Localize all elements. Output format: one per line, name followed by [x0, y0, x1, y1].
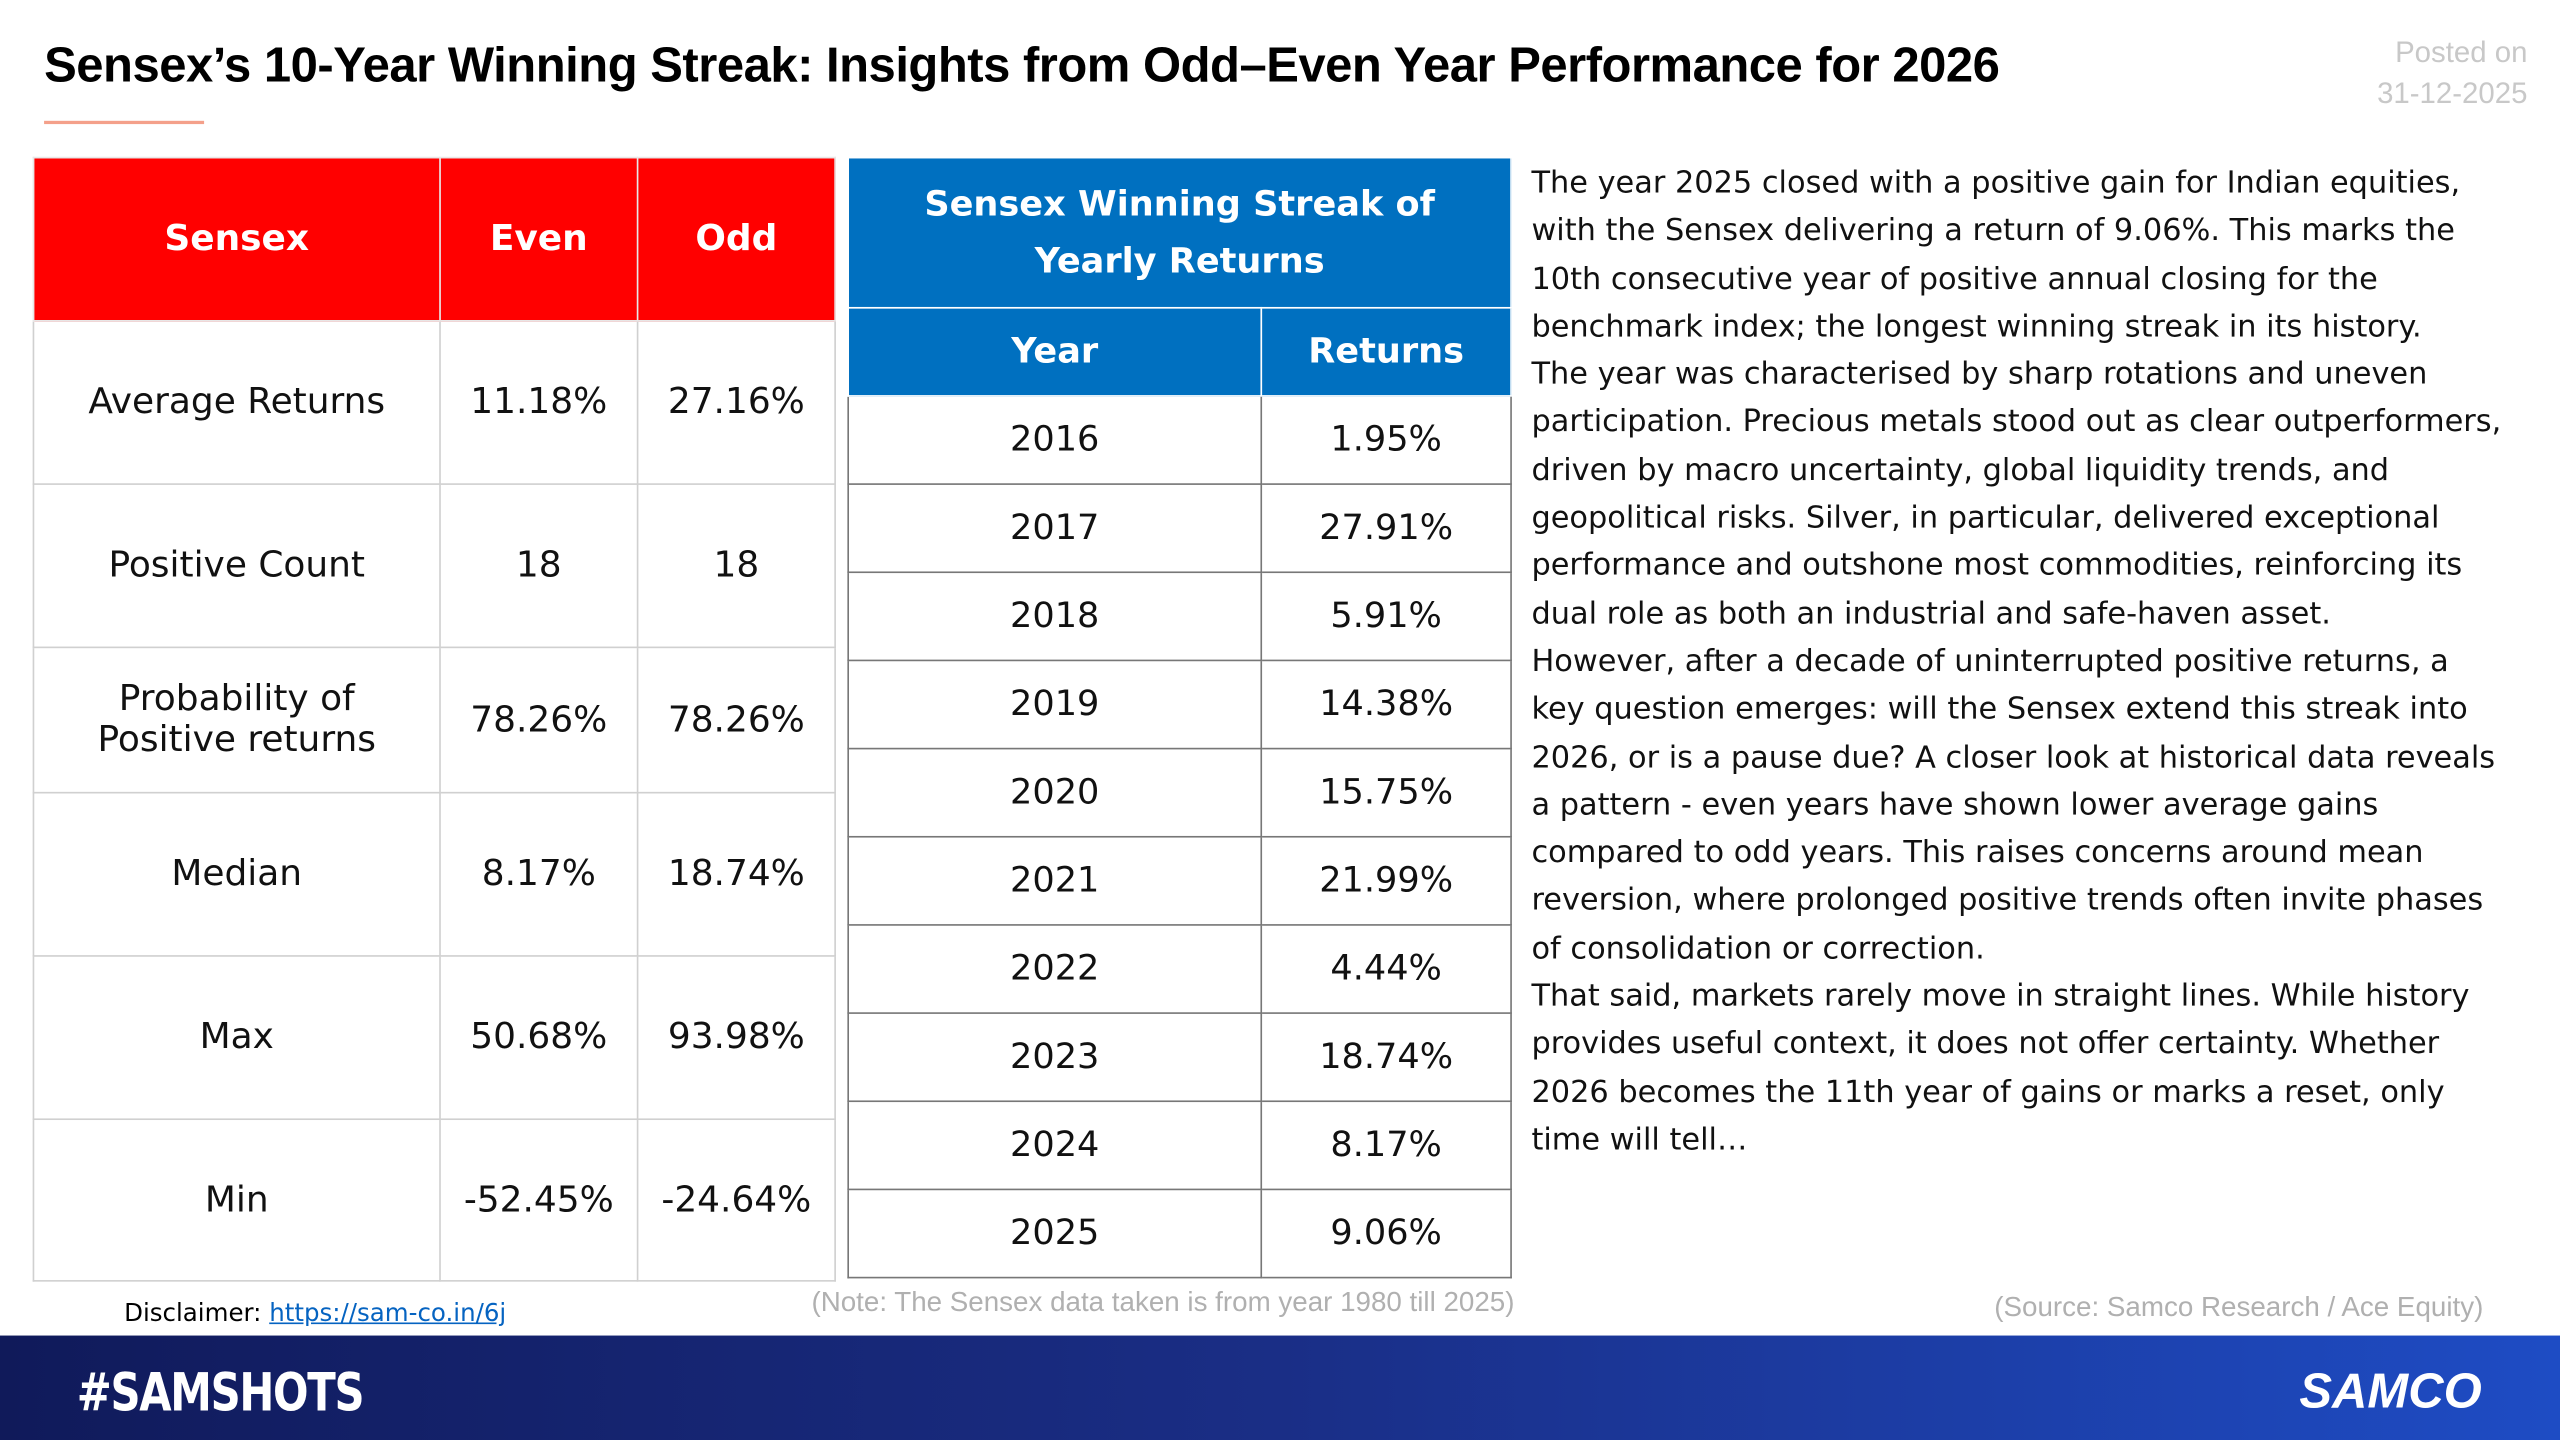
cell: 2017	[847, 483, 1263, 574]
row: 2023 18.74%	[847, 1012, 1512, 1103]
table-title: Sensex Winning Streak of Yearly Returns	[847, 156, 1512, 309]
cell: 9.06%	[1260, 1188, 1512, 1279]
cell: 2021	[847, 835, 1263, 926]
cell: 2022	[847, 924, 1263, 1014]
title-row: Sensex Winning Streak of Yearly Returns	[847, 156, 1512, 309]
paragraph: The year was characterised by sharp rota…	[1531, 357, 2502, 632]
note: (Note: The Sensex data taken is from yea…	[811, 1286, 1515, 1318]
disclaimer-label: Disclaimer:	[124, 1297, 262, 1328]
cell: 2020	[847, 747, 1263, 838]
posted-date: 31-12-2025	[2377, 76, 2528, 110]
cell: 78.26%	[636, 646, 836, 794]
streak-table: Sensex Winning Streak of Yearly Returns Y…	[847, 156, 1512, 1279]
cell: 18	[439, 483, 639, 649]
cell: 15.75%	[1260, 747, 1512, 838]
cell: Average Returns	[32, 320, 441, 485]
cell: 93.98%	[636, 955, 836, 1121]
cell: 18.74%	[1260, 1012, 1512, 1103]
paragraph: That said, markets rarely move in straig…	[1531, 979, 2470, 1158]
header-row: Sensex Even Odd	[32, 156, 836, 322]
cell: Median	[32, 791, 441, 957]
cell: 1.95%	[1260, 395, 1512, 485]
cell: 2024	[847, 1100, 1263, 1191]
column-header: Odd	[636, 156, 836, 322]
cell: 8.17%	[1260, 1100, 1512, 1191]
cell: 8.17%	[439, 791, 639, 957]
cell: 78.26%	[439, 646, 639, 794]
column-header: Year	[847, 306, 1263, 397]
row: 2022 4.44%	[847, 924, 1512, 1014]
stats-table: Sensex Even Odd Average Returns 11.18% 27.16%…	[32, 156, 836, 1282]
row: Max 50.68% 93.98%	[32, 955, 836, 1121]
cell: 5.91%	[1260, 571, 1512, 662]
row: 2019 14.38%	[847, 659, 1512, 750]
header-row: Year Returns	[847, 306, 1512, 397]
commentary: The year 2025 closed with a positive gai…	[1531, 160, 2502, 1164]
row: 2024 8.17%	[847, 1100, 1512, 1191]
cell: 11.18%	[439, 320, 639, 485]
title: Sensex’s 10-Year Winning Streak: Insight…	[44, 39, 2000, 94]
row: 2016 1.95%	[847, 395, 1512, 485]
row: 2021 21.99%	[847, 835, 1512, 926]
footer-band	[0, 1335, 2560, 1440]
row: Min -52.45% -24.64%	[32, 1118, 836, 1282]
cell: Positive Count	[32, 483, 441, 649]
cell: 50.68%	[439, 955, 639, 1121]
row: Positive Count 18 18	[32, 483, 836, 649]
row: 2025 9.06%	[847, 1188, 1512, 1279]
column-header: Even	[439, 156, 639, 322]
cell: 2016	[847, 395, 1263, 485]
logo: SAMCO	[2299, 1364, 2482, 1419]
cell: Probability of Positive returns	[32, 646, 441, 794]
paragraph: However, after a decade of uninterrupted…	[1531, 644, 2496, 967]
source: (Source: Samco Research / Ace Equity)	[1994, 1291, 2484, 1323]
cell: 2019	[847, 659, 1263, 750]
cell: 18	[636, 483, 836, 649]
paragraph: The year 2025 closed with a positive gai…	[1531, 166, 2461, 345]
cell: 14.38%	[1260, 659, 1512, 750]
cell: 2018	[847, 571, 1263, 662]
row: 2018 5.91%	[847, 571, 1512, 662]
disclaimer-link[interactable]: https://sam-co.in/6j	[269, 1297, 507, 1328]
title-underline	[44, 120, 205, 125]
cell: -24.64%	[636, 1118, 836, 1282]
cell: 27.91%	[1260, 483, 1512, 574]
row: Median 8.17% 18.74%	[32, 791, 836, 957]
cell: 4.44%	[1260, 924, 1512, 1014]
cell: -52.45%	[439, 1118, 639, 1282]
row: Probability of Positive returns 78.26% 78.…	[32, 646, 836, 794]
cell: Min	[32, 1118, 441, 1282]
disclaimer: Disclaimer: https://sam-co.in/6j	[124, 1298, 506, 1327]
row: Average Returns 11.18% 27.16%	[32, 320, 836, 485]
cell: 27.16%	[636, 320, 836, 485]
row: 2020 15.75%	[847, 747, 1512, 838]
hashtag: #SAMSHOTS	[76, 1361, 365, 1424]
cell: 21.99%	[1260, 835, 1512, 926]
column-header: Sensex	[32, 156, 441, 322]
cell: 2023	[847, 1012, 1263, 1103]
cell: 2025	[847, 1188, 1263, 1279]
cell: 18.74%	[636, 791, 836, 957]
cell: Max	[32, 955, 441, 1121]
row: 2017 27.91%	[847, 483, 1512, 574]
posted-label: Posted on	[2395, 35, 2528, 69]
column-header: Returns	[1260, 306, 1512, 397]
